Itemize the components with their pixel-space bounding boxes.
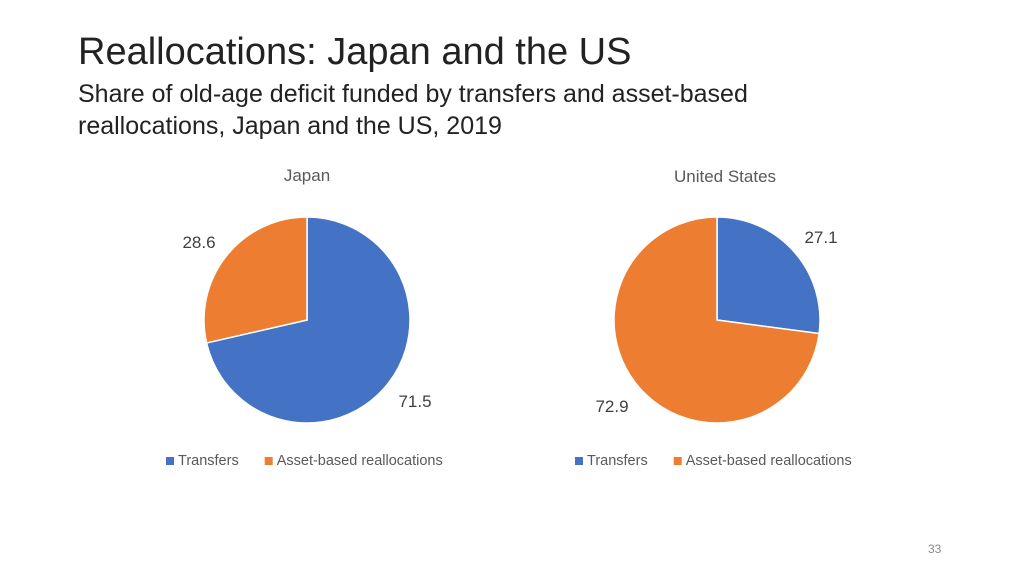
united-states-slice-asset-based-reallocations [613,216,820,424]
japan-slice-asset-based-reallocations [203,216,308,344]
united-states-data-label-transfers: 27.1 [804,228,837,247]
united-states-legend-swatch-asset-based-reallocations [673,457,682,465]
slide-title: Reallocations: Japan and the US [78,31,632,73]
japan-slice-transfers [205,216,411,424]
united-states-slice-transfers [716,216,821,335]
united-states-legend-label-transfers: Transfers [587,453,648,469]
united-states-legend-label-asset-based-reallocations: Asset-based reallocations [686,453,852,469]
japan-legend-swatch-transfers [166,457,174,465]
japan-data-label-transfers: 71.5 [398,392,431,411]
japan-pie-chart: Japan 71.5 28.6 Transfers Asset-based reallo… [166,166,443,469]
japan-legend-swatch-asset-based-reallocations [264,457,273,465]
page-number: 33 [928,542,942,556]
united-states-legend-swatch-transfers [575,457,583,465]
japan-data-label-asset-based-reallocations: 28.6 [182,233,215,252]
japan-chart-title: Japan [284,166,330,185]
slide-subtitle: Share of old-age deficit funded by trans… [78,80,748,140]
united-states-data-label-asset-based-reallocations: 72.9 [595,397,628,416]
japan-legend-label-asset-based-reallocations: Asset-based reallocations [277,453,443,469]
united-states-chart-title: United States [674,167,776,186]
japan-legend-label-transfers: Transfers [178,453,239,469]
us-pie-chart: United States 27.1 72.9 Transfers Asset-base… [575,167,852,469]
